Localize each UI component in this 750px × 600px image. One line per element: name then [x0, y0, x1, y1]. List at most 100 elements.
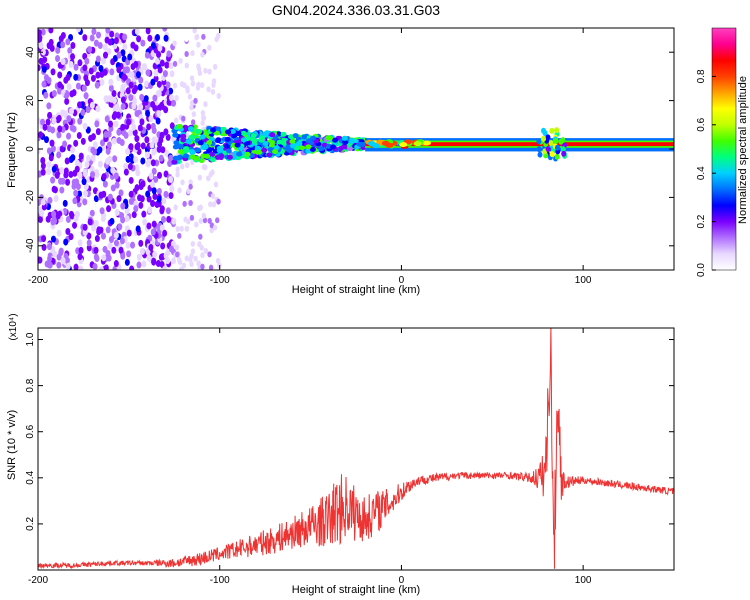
spectrogram-cell	[46, 125, 52, 133]
spectrogram-cell	[213, 130, 220, 136]
spectrogram-cell	[70, 42, 76, 50]
spectrogram-cell	[109, 30, 115, 38]
spectrogram-cell	[215, 137, 222, 143]
spectrogram-cell	[65, 38, 71, 46]
spectrogram-cell	[150, 228, 156, 236]
spectrogram-cell	[50, 218, 56, 226]
spectrogram-cell	[554, 153, 560, 160]
spectrogram-cell	[159, 101, 165, 109]
spectrogram-cell	[298, 145, 305, 151]
spectrogram-cell	[57, 71, 63, 79]
spectrogram-cell	[216, 147, 223, 153]
y-tick-label: 0.4	[25, 470, 36, 484]
spectrogram-cell	[151, 220, 157, 228]
spectrogram-cell	[215, 257, 221, 264]
spectrogram-cell	[111, 246, 117, 254]
spectrogram-cell	[213, 181, 219, 188]
spectrogram-cell	[164, 61, 170, 69]
spectrogram-cell	[112, 155, 118, 163]
spectrogram-cell	[200, 144, 207, 150]
spectrogram-cell	[184, 51, 189, 58]
spectrogram-cell	[184, 35, 189, 42]
spectrogram-cell	[64, 157, 70, 165]
y-tick-label: 0.8	[25, 378, 36, 392]
spectrogram-cell	[127, 53, 133, 61]
spectrogram-cell	[114, 181, 120, 189]
spectrogram-cell	[138, 182, 144, 190]
spectrogram-cell	[116, 51, 122, 59]
spectrogram-cell	[135, 71, 141, 79]
spectrogram-cell	[99, 78, 105, 86]
spectrogram-cell	[150, 180, 156, 188]
spectrogram-cell	[95, 128, 101, 136]
spectrogram-cell	[169, 70, 175, 78]
spectrogram-cell	[134, 135, 140, 143]
spectrogram-cell	[169, 122, 175, 130]
spectrogram-cell	[190, 240, 196, 247]
spectrogram-cell	[65, 215, 71, 223]
spectrogram-cell	[51, 90, 57, 98]
spectrogram-cell	[182, 124, 189, 130]
spectrogram-cell	[545, 146, 551, 153]
spectrogram-cell	[190, 248, 196, 255]
spectrogram-cell	[165, 207, 171, 215]
spectrogram-cell	[196, 260, 201, 267]
spectrogram-cell	[273, 145, 280, 151]
spectrogram-cell	[65, 227, 71, 235]
spectrogram-cell	[145, 160, 151, 168]
spectrogram-cell	[399, 142, 408, 148]
spectrogram-cell	[38, 216, 43, 224]
spectrogram-cell	[98, 226, 104, 234]
spectrogram-cell	[225, 148, 232, 154]
spectrogram-cell	[109, 217, 115, 225]
spectrogram-cell	[78, 246, 84, 254]
spectrogram-cell	[90, 146, 96, 154]
spectrogram-cell	[40, 168, 46, 176]
spectrogram-cell	[178, 57, 183, 64]
spectrogram-cell	[46, 147, 52, 155]
spectrogram-cell	[549, 127, 555, 134]
spectrogram-cell	[146, 123, 152, 131]
spectrogram-cell	[119, 237, 125, 245]
spectrogram-cell	[58, 35, 64, 43]
spectrogram-cell	[48, 154, 54, 162]
spectrogram-cell	[198, 218, 203, 225]
spectrogram-cell	[105, 157, 111, 165]
colorbar-tick-label: 0.6	[696, 117, 707, 131]
spectrogram-cell	[220, 126, 227, 132]
spectrogram-cell	[150, 100, 156, 108]
spectrogram-cell	[71, 125, 77, 133]
spectrogram-cell	[145, 69, 151, 77]
spectrogram-cell	[114, 209, 120, 217]
spectrogram-cell	[139, 118, 145, 126]
spectrogram-cell	[73, 189, 79, 197]
spectrogram-cell	[290, 143, 297, 149]
spectrogram-cell	[59, 166, 65, 174]
spectrogram-cell	[56, 114, 62, 122]
spectrogram-cell	[38, 199, 41, 207]
spectrogram-cell	[119, 139, 125, 147]
spectrogram-y-label: Frequency (Hz)	[6, 112, 18, 188]
spectrogram-cell	[103, 264, 109, 270]
spectrogram-cell	[149, 141, 155, 149]
spectrogram-cell	[107, 193, 113, 201]
spectrogram-cell	[104, 36, 110, 44]
spectrogram-cell	[64, 91, 70, 99]
spectrogram-cell	[104, 115, 110, 123]
spectrogram-cell	[60, 177, 66, 185]
spectrogram-cell	[296, 141, 303, 147]
x-tick-label: -200	[28, 275, 48, 286]
spectrogram-cell	[197, 174, 203, 181]
spectrogram-cell	[116, 66, 122, 74]
spectrogram-cell	[163, 128, 169, 136]
spectrogram-cell	[145, 190, 151, 198]
x-tick-label: 100	[575, 275, 592, 286]
spectrogram-cell	[70, 146, 76, 154]
spectrogram-cell	[38, 131, 44, 139]
spectrogram-cell	[132, 129, 138, 137]
spectrogram-cell	[82, 122, 88, 130]
spectrogram-cell	[172, 82, 178, 89]
spectrogram-cell	[63, 238, 69, 246]
spectrogram-cell	[38, 256, 43, 264]
